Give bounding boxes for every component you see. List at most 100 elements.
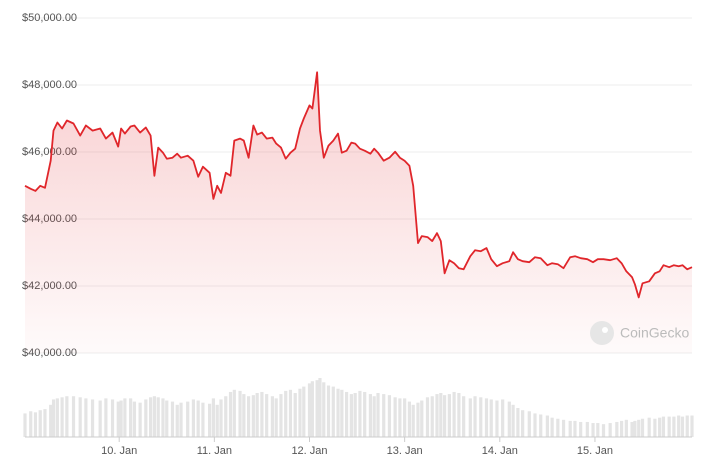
volume-bar bbox=[326, 385, 331, 437]
volume-bar bbox=[310, 381, 314, 437]
volume-bar bbox=[49, 404, 53, 437]
volume-bar bbox=[601, 424, 606, 437]
volume-bar bbox=[368, 394, 372, 437]
volume-bar bbox=[573, 420, 577, 437]
volume-bar bbox=[416, 402, 420, 437]
volume-bar bbox=[403, 398, 407, 437]
volume-bar bbox=[653, 418, 657, 437]
x-tick-label: 11. Jan bbox=[197, 445, 232, 457]
x-tick-label: 15. Jan bbox=[577, 445, 613, 457]
volume-bar bbox=[353, 393, 357, 437]
volume-bar bbox=[84, 398, 88, 437]
volume-bar bbox=[322, 382, 326, 437]
volume-bar bbox=[677, 415, 681, 437]
volume-bar bbox=[447, 394, 451, 437]
volume-bar bbox=[265, 394, 269, 437]
volume-bar bbox=[170, 401, 175, 437]
volume-bar bbox=[439, 393, 443, 437]
volume-bar bbox=[211, 398, 215, 437]
price-line bbox=[24, 71, 693, 299]
volume-bar bbox=[430, 396, 434, 437]
watermark-logo-eye bbox=[602, 327, 608, 333]
volume-bar bbox=[345, 391, 349, 437]
volume-bar bbox=[685, 415, 689, 437]
volume-bar bbox=[161, 398, 165, 437]
volume-bar bbox=[376, 393, 380, 437]
volume-bar bbox=[43, 409, 47, 437]
volume-bar bbox=[382, 394, 386, 437]
volume-bar bbox=[284, 390, 288, 437]
volume-bar bbox=[138, 402, 142, 437]
volume-bar bbox=[349, 394, 353, 437]
volume-bar bbox=[443, 395, 447, 437]
volume-bar bbox=[516, 408, 520, 437]
volume-bar bbox=[51, 399, 56, 437]
volume-bar bbox=[298, 388, 302, 437]
volume-bar bbox=[38, 410, 42, 437]
volume-bar bbox=[132, 401, 137, 437]
volume-bar bbox=[129, 398, 133, 437]
x-tick-label: 14. Jan bbox=[482, 445, 518, 457]
volume-bar bbox=[60, 397, 64, 437]
volume-bar bbox=[196, 400, 200, 437]
volume-bar bbox=[358, 390, 362, 437]
volume-bar bbox=[596, 423, 600, 437]
watermark: CoinGecko bbox=[590, 321, 689, 345]
volume-bar bbox=[331, 386, 335, 437]
volume-bar bbox=[175, 404, 179, 437]
volume-bar bbox=[251, 395, 255, 437]
volume-bar bbox=[680, 416, 685, 437]
volume-bar bbox=[658, 417, 662, 437]
volume-bar bbox=[274, 398, 278, 437]
volume-bar bbox=[78, 397, 82, 437]
volume-bar bbox=[539, 414, 543, 437]
volume-bar bbox=[179, 402, 183, 437]
volume-bar bbox=[495, 400, 499, 437]
volume-bar bbox=[647, 417, 651, 437]
volume-bar bbox=[484, 398, 489, 437]
volume-bar bbox=[624, 419, 628, 437]
volume-bar bbox=[110, 399, 115, 437]
volume-bar bbox=[533, 413, 537, 437]
volume-bar bbox=[372, 396, 376, 437]
volume-bar bbox=[661, 416, 666, 437]
volume-bar bbox=[545, 415, 549, 437]
volume-bar bbox=[667, 416, 671, 437]
volume-bar bbox=[71, 396, 76, 437]
volume-bar bbox=[191, 399, 196, 437]
volume-bar bbox=[579, 421, 583, 437]
volume-bar bbox=[363, 391, 367, 437]
volume-bar bbox=[224, 396, 228, 437]
volume-bar bbox=[242, 394, 246, 437]
volume-bar bbox=[637, 419, 641, 437]
volume-bar bbox=[55, 398, 59, 437]
volume-bar bbox=[561, 419, 566, 437]
volume-bar bbox=[387, 395, 392, 437]
volume-bar bbox=[148, 397, 153, 437]
volume-bar bbox=[336, 388, 340, 437]
volume-bar bbox=[468, 398, 472, 437]
volume-bar bbox=[315, 380, 319, 437]
x-tick-label: 10. Jan bbox=[101, 445, 137, 457]
volume-bar bbox=[457, 393, 461, 437]
y-tick-label: $50,000.00 bbox=[22, 12, 77, 24]
volume-bar bbox=[90, 399, 95, 437]
volume-bar bbox=[511, 404, 515, 437]
volume-bar bbox=[619, 420, 624, 437]
volume-bar bbox=[65, 396, 69, 437]
volume-bar bbox=[215, 404, 219, 437]
volume-bar bbox=[690, 415, 694, 437]
volume-bar bbox=[228, 391, 233, 437]
volume-bar bbox=[29, 411, 33, 437]
volume-bar bbox=[672, 416, 676, 437]
volume-bar bbox=[288, 389, 293, 437]
volume-bar bbox=[420, 400, 424, 437]
volume-bar bbox=[568, 420, 572, 437]
volume-bar bbox=[479, 397, 483, 437]
watermark-text: CoinGecko bbox=[620, 325, 689, 341]
y-tick-label: $48,000.00 bbox=[22, 79, 77, 91]
volume-bar bbox=[104, 398, 108, 437]
volume-bar bbox=[232, 389, 236, 437]
volume-bar bbox=[123, 398, 127, 437]
